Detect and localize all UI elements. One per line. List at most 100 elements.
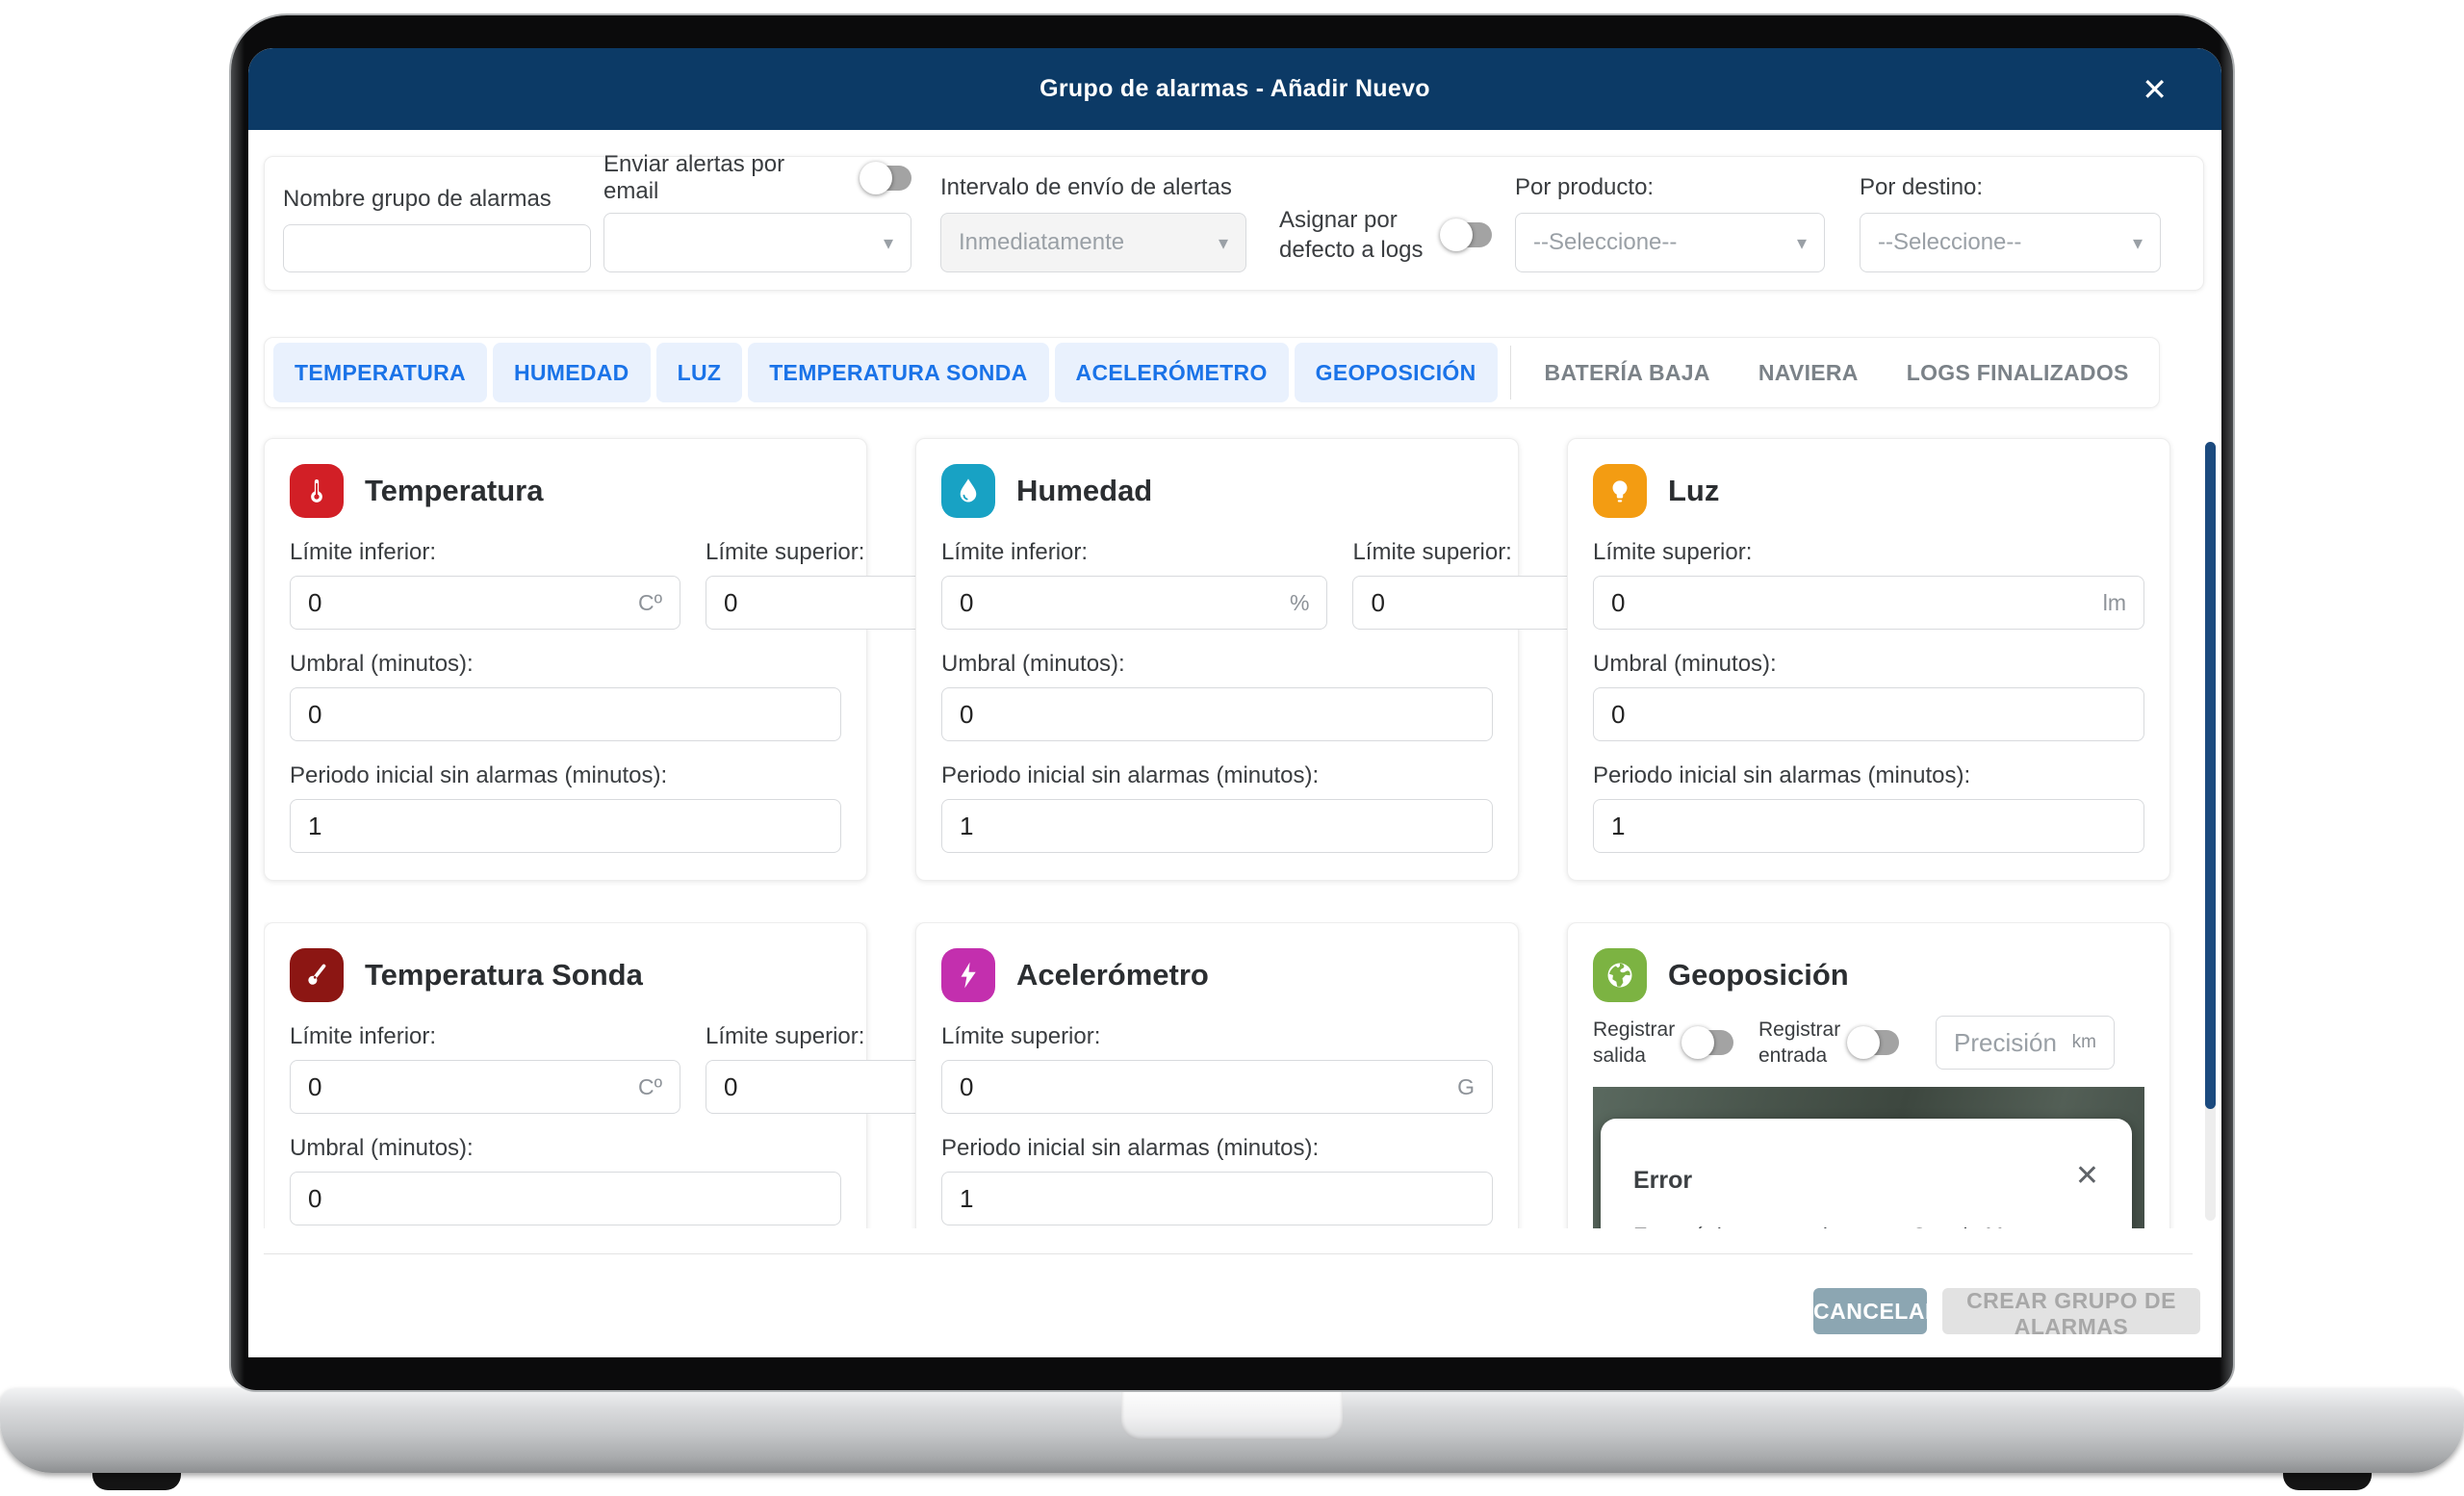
scrollbar-track[interactable]	[2205, 442, 2216, 1221]
modal-title: Grupo de alarmas - Añadir Nuevo	[1040, 75, 1430, 102]
initial-period-label: Periodo inicial sin alarmas (minutos):	[1593, 762, 1971, 788]
email-select[interactable]: ▾	[603, 213, 911, 272]
assign-default-toggle[interactable]	[1440, 219, 1493, 251]
limit-lower-label: Límite inferior:	[941, 539, 1089, 565]
initial-period-field	[290, 799, 841, 853]
toggle-thumb	[1847, 1026, 1880, 1059]
close-icon[interactable]: ✕	[2142, 71, 2168, 107]
initial-period-label: Periodo inicial sin alarmas (minutos):	[941, 762, 1320, 788]
limit-lower-label: Límite inferior:	[290, 539, 437, 565]
precision-field: km	[1936, 1016, 2115, 1070]
alarm-tabs: TEMPERATURA HUMEDAD LUZ TEMPERATURA SOND…	[264, 337, 2160, 408]
limit-upper-label: Límite superior:	[706, 1023, 865, 1049]
tab-bateria-baja[interactable]: BATERÍA BAJA	[1544, 359, 1710, 385]
google-map[interactable]: Error ✕ Esta página no puede cargar Goog…	[1593, 1087, 2144, 1228]
card-acelerometro: Acelerómetro Límite superior: G Periodo …	[915, 922, 1519, 1228]
email-alerts-toggle[interactable]	[860, 162, 911, 194]
precision-input[interactable]	[1954, 1027, 2065, 1058]
initial-period-label: Periodo inicial sin alarmas (minutos):	[290, 762, 668, 788]
chevron-down-icon: ▾	[883, 232, 893, 254]
tab-geoposicion[interactable]: GEOPOSICIÓN	[1294, 343, 1498, 402]
map-error-message: Esta página no puede cargar Google Maps …	[1633, 1224, 2099, 1228]
limit-lower-input[interactable]	[960, 587, 1282, 618]
initial-period-input[interactable]	[960, 811, 1475, 841]
modal-window: Grupo de alarmas - Añadir Nuevo ✕ Nombre…	[248, 48, 2221, 1357]
limit-upper-input[interactable]	[960, 1071, 1450, 1102]
unit-label: Cº	[638, 589, 663, 615]
tab-temperatura-sonda[interactable]: TEMPERATURA SONDA	[748, 343, 1049, 402]
umbral-label: Umbral (minutos):	[941, 651, 1125, 677]
register-entry-toggle[interactable]	[1847, 1026, 1899, 1059]
name-label: Nombre grupo de alarmas	[283, 186, 552, 212]
tab-acelerometro[interactable]: ACELERÓMETRO	[1054, 343, 1289, 402]
umbral-label: Umbral (minutos):	[1593, 651, 1777, 677]
umbral-input[interactable]	[308, 699, 823, 730]
interval-select[interactable]: Inmediatamente ▾	[940, 213, 1246, 272]
limit-upper-field: G	[941, 1060, 1493, 1114]
tab-luz[interactable]: LUZ	[655, 343, 743, 402]
chevron-down-icon: ▾	[2132, 232, 2143, 254]
product-select[interactable]: --Seleccione-- ▾	[1515, 213, 1825, 272]
alarm-group-form: Nombre grupo de alarmas Enviar alertas p…	[264, 151, 2204, 291]
interval-label: Intervalo de envío de alertas	[940, 174, 1232, 200]
tab-temperatura[interactable]: TEMPERATURA	[273, 343, 487, 402]
umbral-field	[290, 687, 841, 741]
card-title: Luz	[1668, 474, 1720, 507]
limit-lower-input[interactable]	[308, 1071, 630, 1102]
footer-divider	[264, 1253, 2193, 1254]
scrollbar-thumb[interactable]	[2205, 442, 2216, 1109]
register-exit-label: Registrar salida	[1593, 1019, 1676, 1067]
umbral-input[interactable]	[308, 1183, 823, 1214]
umbral-input[interactable]	[960, 699, 1475, 730]
card-title: Geoposición	[1668, 958, 1849, 992]
thermometer-icon	[290, 464, 344, 518]
initial-period-input[interactable]	[1611, 811, 2126, 841]
limit-lower-field: Cº	[290, 1060, 681, 1114]
chevron-down-icon: ▾	[1218, 232, 1228, 254]
initial-period-input[interactable]	[308, 811, 823, 841]
card-luz: Luz Límite superior: lm Umbral (minutos)…	[1567, 438, 2170, 881]
create-alarm-group-button[interactable]: CREAR GRUPO DE ALARMAS	[1942, 1288, 2200, 1339]
limit-upper-field: lm	[1593, 576, 2144, 630]
name-input[interactable]	[283, 224, 591, 272]
umbral-field	[290, 1172, 841, 1225]
card-humedad: Humedad Límite inferior: % Límite superi…	[915, 438, 1739, 881]
laptop-notch	[1121, 1388, 1343, 1440]
limit-lower-input[interactable]	[308, 587, 630, 618]
product-select-value: --Seleccione--	[1533, 229, 1678, 255]
unit-label: km	[2071, 1032, 2096, 1052]
limit-upper-label: Límite superior:	[1352, 539, 1512, 565]
initial-period-field	[941, 799, 1493, 853]
card-title: Humedad	[1016, 474, 1153, 507]
tab-naviera[interactable]: NAVIERA	[1758, 359, 1859, 385]
umbral-input[interactable]	[1611, 699, 2126, 730]
umbral-label: Umbral (minutos):	[290, 1135, 474, 1161]
droplet-icon	[941, 464, 995, 518]
register-exit-toggle[interactable]	[1681, 1026, 1733, 1059]
product-group: Por producto: --Seleccione-- ▾	[1515, 174, 1825, 272]
lightning-icon	[941, 948, 995, 1002]
tab-logs-finalizados[interactable]: LOGS FINALIZADOS	[1906, 359, 2129, 385]
umbral-label: Umbral (minutos):	[290, 651, 474, 677]
umbral-field	[1593, 687, 2144, 741]
close-icon[interactable]: ✕	[2074, 1160, 2099, 1192]
destination-select-value: --Seleccione--	[1878, 229, 2022, 255]
card-geoposicion: Geoposición Registrar salida Registrar e…	[1567, 922, 2170, 1228]
assign-default-label: Asignar por defecto a logs	[1279, 207, 1424, 263]
globe-icon	[1593, 948, 1647, 1002]
destination-group: Por destino: --Seleccione-- ▾	[1860, 174, 2161, 272]
initial-period-input[interactable]	[960, 1183, 1475, 1214]
card-title: Temperatura Sonda	[365, 958, 643, 992]
interval-group: Intervalo de envío de alertas Inmediatam…	[940, 174, 1246, 272]
toggle-thumb	[1681, 1026, 1714, 1059]
tab-humedad[interactable]: HUMEDAD	[492, 343, 651, 402]
card-title: Acelerómetro	[1016, 958, 1209, 992]
unit-label: Cº	[638, 1073, 663, 1099]
cancel-button[interactable]: CANCELAR	[1813, 1288, 1941, 1334]
map-error-title: Error	[1633, 1167, 1693, 1194]
laptop-base	[0, 1388, 2464, 1473]
limit-upper-input[interactable]	[1611, 587, 2095, 618]
destination-select[interactable]: --Seleccione-- ▾	[1860, 213, 2161, 272]
limit-upper-label: Límite superior:	[706, 539, 865, 565]
initial-period-field	[1593, 799, 2144, 853]
